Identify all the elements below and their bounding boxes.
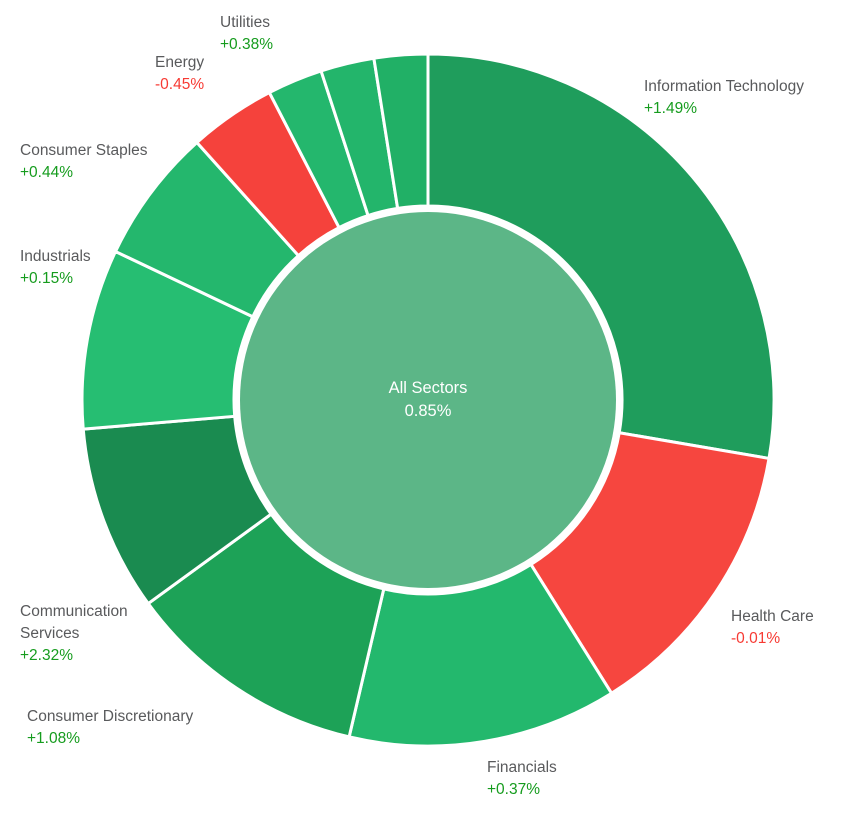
sector-name: Industrials <box>20 248 91 265</box>
sector-name: Consumer Discretionary <box>27 708 194 725</box>
sector-change: +0.37% <box>487 781 541 798</box>
sector-change: -0.45% <box>155 76 205 93</box>
sector-name: Energy <box>155 54 205 71</box>
sector-change: +0.15% <box>20 270 74 287</box>
sector-slice-information-technology[interactable] <box>426 52 776 460</box>
sector-label-energy: Energy -0.45% <box>155 52 204 96</box>
sector-name: Communication <box>20 603 128 620</box>
sector-name: Health Care <box>731 608 814 625</box>
sector-label-financials: Financials +0.37% <box>487 757 557 801</box>
sector-label-consumer-staples: Consumer Staples +0.44% <box>20 140 148 184</box>
sector-label-communication-services: Communication Services +2.32% <box>20 601 128 667</box>
sector-slice-unlabeled-sector-2[interactable] <box>372 52 430 210</box>
sector-change: +1.08% <box>27 730 81 747</box>
sector-name: Services <box>20 625 80 642</box>
sector-label-information-technology: Information Technology +1.49% <box>644 76 804 120</box>
sector-change: +0.38% <box>220 36 274 53</box>
sector-label-consumer-discretionary: Consumer Discretionary +1.08% <box>27 706 193 750</box>
sector-label-utilities: Utilities +0.38% <box>220 12 273 56</box>
sector-change: -0.01% <box>731 630 781 647</box>
sector-name: Utilities <box>220 14 270 31</box>
sector-change: +0.44% <box>20 164 74 181</box>
all-sectors-center-disc[interactable] <box>240 212 616 588</box>
sector-name: Financials <box>487 759 557 776</box>
sector-label-health-care: Health Care -0.01% <box>731 606 814 650</box>
sector-name: Information Technology <box>644 78 804 95</box>
donut-slices <box>80 52 776 748</box>
sector-change: +1.49% <box>644 100 698 117</box>
sector-name: Consumer Staples <box>20 142 148 159</box>
sector-label-industrials: Industrials +0.15% <box>20 246 91 290</box>
sector-change: +2.32% <box>20 647 74 664</box>
